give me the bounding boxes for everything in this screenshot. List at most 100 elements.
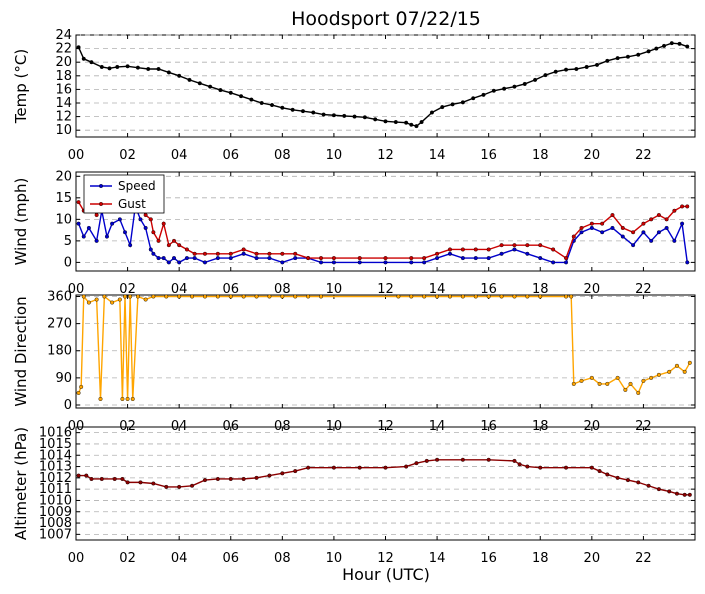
- data-point-gust: [564, 256, 569, 261]
- data-point-gust: [151, 230, 156, 235]
- data-point-direction: [81, 294, 86, 299]
- data-point-altimeter: [512, 458, 517, 463]
- data-point-altimeter: [589, 465, 594, 470]
- x-tick-label: 12: [377, 282, 394, 297]
- data-point-altimeter: [646, 483, 651, 488]
- data-point-temp: [352, 114, 357, 119]
- data-point-direction: [128, 294, 133, 299]
- data-point-direction: [460, 294, 465, 299]
- y-tick-label: 18: [55, 69, 72, 84]
- y-tick-label: 1012: [39, 471, 72, 486]
- data-point-direction: [254, 294, 259, 299]
- data-point-gust: [166, 243, 171, 248]
- data-point-direction: [125, 396, 130, 401]
- data-point-direction: [409, 294, 414, 299]
- x-tick-label: 22: [635, 282, 652, 297]
- data-point-temp: [533, 77, 538, 82]
- data-point-direction: [656, 372, 661, 377]
- data-point-gust: [383, 256, 388, 261]
- data-point-gust: [241, 247, 246, 252]
- data-point-speed: [357, 260, 362, 265]
- data-point-gust: [172, 238, 177, 243]
- data-point-direction: [674, 363, 679, 368]
- data-point-direction: [319, 294, 324, 299]
- x-tick-label: 10: [326, 551, 343, 566]
- data-point-gust: [422, 256, 427, 261]
- data-point-temp: [646, 49, 651, 54]
- data-point-temp: [625, 54, 630, 59]
- data-point-temp: [393, 120, 398, 125]
- data-point-gust: [447, 247, 452, 252]
- data-point-speed: [166, 260, 171, 265]
- data-point-gust: [202, 251, 207, 256]
- data-point-temp: [135, 65, 140, 70]
- data-point-temp: [404, 120, 409, 125]
- data-point-speed: [620, 234, 625, 239]
- data-point-gust: [76, 200, 81, 205]
- data-point-direction: [649, 375, 654, 380]
- x-tick-label: 08: [274, 551, 291, 566]
- y-tick-label: 0: [64, 398, 72, 413]
- data-point-direction: [435, 294, 440, 299]
- data-point-temp: [270, 103, 275, 108]
- data-point-temp: [218, 88, 223, 93]
- data-point-gust: [254, 251, 259, 256]
- data-point-speed: [161, 256, 166, 261]
- data-point-altimeter: [112, 476, 117, 481]
- data-point-gust: [184, 247, 189, 252]
- data-point-gust: [319, 256, 324, 261]
- data-point-direction: [280, 294, 285, 299]
- y-axis-label: Temp (°C): [12, 49, 30, 124]
- y-tick-label: 0: [64, 255, 72, 270]
- data-point-speed: [538, 256, 543, 261]
- data-point-temp: [125, 64, 130, 69]
- data-point-direction: [564, 294, 569, 299]
- data-point-speed: [128, 243, 133, 248]
- y-tick-label: 1009: [39, 505, 72, 520]
- data-point-temp: [99, 64, 104, 69]
- data-point-gust: [551, 247, 556, 252]
- data-point-speed: [228, 256, 233, 261]
- data-point-gust: [664, 217, 669, 222]
- y-tick-label: 270: [47, 317, 72, 332]
- data-point-temp: [502, 86, 507, 91]
- y-tick-label: 1010: [39, 493, 72, 508]
- data-point-speed: [435, 256, 440, 261]
- data-point-temp: [280, 105, 285, 110]
- panel-3: 1007100810091010101110121013101410151016…: [12, 426, 696, 566]
- data-point-altimeter: [267, 473, 272, 478]
- x-tick-label: 06: [222, 148, 239, 163]
- data-point-temp: [543, 73, 548, 78]
- data-point-gust: [610, 213, 615, 218]
- data-point-speed: [641, 230, 646, 235]
- data-point-direction: [164, 294, 169, 299]
- data-point-altimeter: [151, 481, 156, 486]
- data-point-altimeter: [636, 480, 641, 485]
- data-point-gust: [156, 238, 161, 243]
- data-point-temp: [669, 41, 674, 46]
- y-tick-label: 10: [55, 212, 72, 227]
- data-point-direction: [123, 294, 128, 299]
- x-tick-label: 20: [584, 148, 601, 163]
- x-tick-label: 00: [68, 282, 85, 297]
- data-point-speed: [319, 260, 324, 265]
- x-tick-label: 00: [68, 148, 85, 163]
- data-point-speed: [86, 225, 91, 230]
- data-point-gust: [357, 256, 362, 261]
- data-point-gust: [579, 225, 584, 230]
- y-tick-label: 180: [47, 344, 72, 359]
- data-point-speed: [254, 256, 259, 261]
- data-point-gust: [161, 221, 166, 226]
- data-point-temp: [259, 100, 264, 105]
- data-point-speed: [649, 238, 654, 243]
- y-tick-label: 1016: [39, 426, 72, 441]
- data-point-altimeter: [202, 478, 207, 483]
- data-point-direction: [623, 387, 628, 392]
- data-point-temp: [228, 90, 233, 95]
- data-point-gust: [192, 251, 197, 256]
- x-tick-label: 14: [429, 282, 446, 297]
- x-tick-label: 18: [532, 551, 549, 566]
- data-point-speed: [148, 247, 153, 252]
